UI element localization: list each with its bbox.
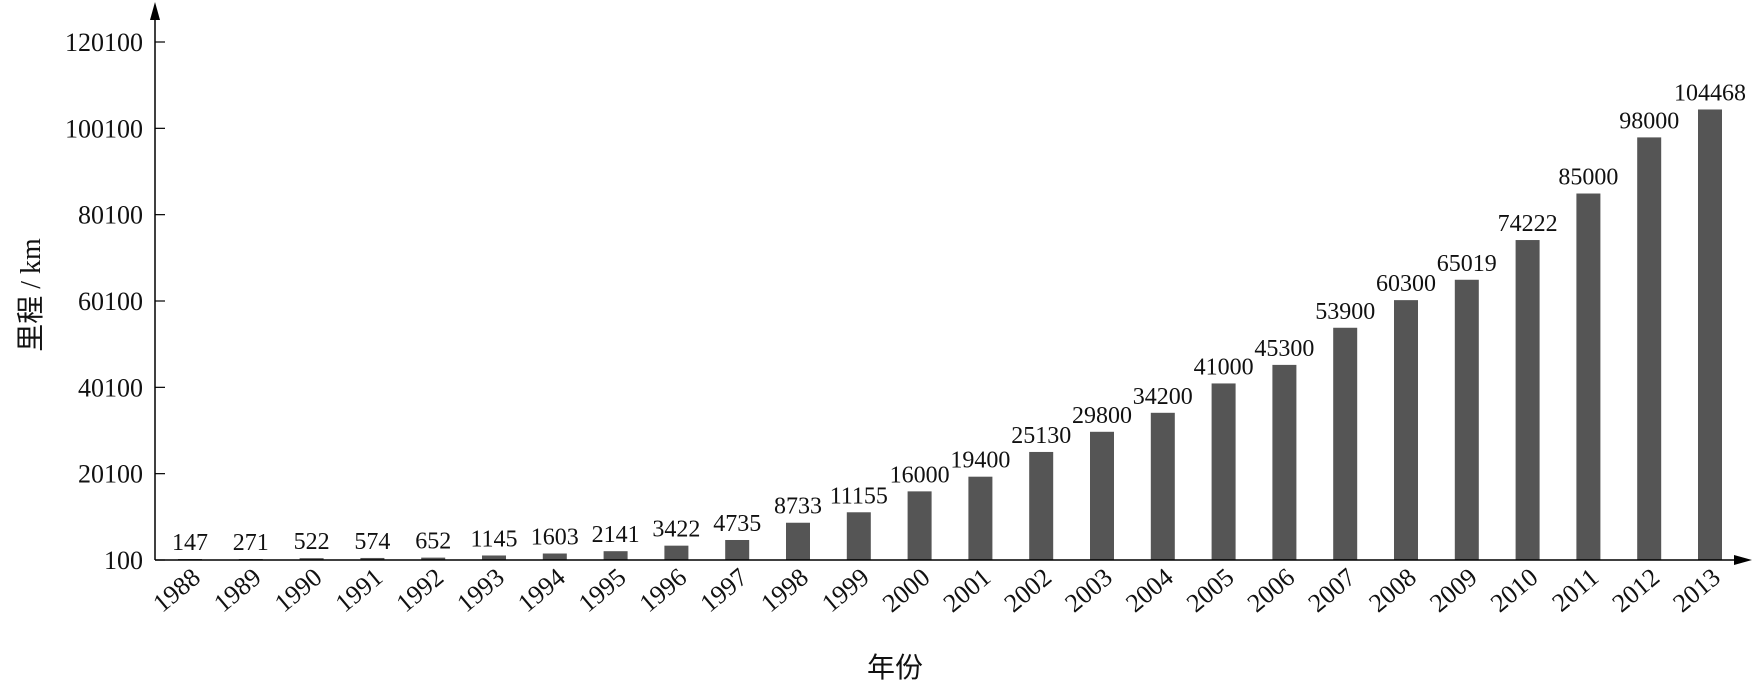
bar-2006 [1272, 364, 1297, 560]
x-tick-label-1998: 1998 [755, 562, 813, 618]
y-tick-label-3: 60100 [78, 287, 143, 316]
x-axis-title: 年份 [867, 652, 923, 684]
data-label-2004: 34200 [1133, 384, 1193, 410]
data-label-1993: 1145 [470, 526, 517, 552]
bar-1997 [725, 539, 750, 560]
data-label-1988: 147 [172, 530, 208, 556]
data-label-2000: 16000 [890, 462, 950, 488]
bar-2008 [1394, 300, 1418, 560]
bar-2013 [1698, 109, 1722, 560]
data-label-1995: 2141 [592, 522, 640, 548]
bar-2005 [1211, 383, 1236, 560]
y-axis-arrow [150, 2, 160, 20]
y-tick-label-4: 80100 [78, 201, 143, 230]
data-label-2006: 45300 [1254, 336, 1314, 362]
bar-1996 [664, 545, 689, 560]
bar-2007 [1333, 327, 1358, 560]
data-label-2009: 65019 [1437, 251, 1497, 277]
data-label-2003: 29800 [1072, 403, 1132, 429]
bar-2009 [1454, 279, 1479, 560]
data-label-1991: 574 [354, 529, 390, 555]
bar-2004 [1150, 412, 1175, 560]
x-tick-label-2009: 2009 [1424, 562, 1482, 618]
data-label-1992: 652 [415, 529, 451, 555]
x-tick-label-1988: 1988 [147, 562, 205, 618]
data-label-1998: 8733 [774, 494, 822, 520]
x-tick-label-2000: 2000 [877, 562, 935, 618]
bar-2002 [1029, 451, 1054, 560]
x-tick-label-2006: 2006 [1242, 562, 1300, 618]
bar-1999 [846, 512, 871, 560]
y-tick-label-0: 100 [104, 546, 143, 575]
x-tick-label-1999: 1999 [816, 562, 874, 618]
bar-1993 [482, 555, 506, 560]
bar-1995 [603, 551, 628, 560]
x-tick-label-2003: 2003 [1059, 562, 1117, 618]
data-label-1999: 11155 [830, 483, 888, 509]
x-tick-label-2010: 2010 [1485, 562, 1543, 618]
data-label-1994: 1603 [531, 525, 579, 551]
bar-2012 [1637, 137, 1662, 561]
x-tick-label-1993: 1993 [451, 562, 509, 618]
data-label-2002: 25130 [1011, 423, 1071, 449]
data-label-1997: 4735 [713, 511, 761, 537]
bar-1990 [299, 558, 324, 560]
x-tick-labels-group: 1988 1989 1990 1991 1992 1993 1994 1995 1996 1997… [147, 562, 1725, 618]
data-label-2008: 60300 [1376, 271, 1436, 297]
data-label-2013: 104468 [1674, 80, 1746, 106]
data-label-1996: 3422 [652, 517, 700, 543]
x-tick-label-1992: 1992 [391, 562, 449, 618]
bar-2010 [1515, 240, 1540, 560]
data-label-2010: 74222 [1498, 211, 1558, 237]
y-tick-labels-group: 100 20100 40100 60100 80100 100100 120100 [65, 28, 165, 575]
bars-group [178, 109, 1722, 561]
data-labels-group: 147 271 522 574 652 1145 1603 2141 3422 4735 8733 1… [172, 80, 1746, 556]
y-tick-label-5: 100100 [65, 114, 143, 143]
x-tick-label-2008: 2008 [1363, 562, 1421, 618]
x-tick-label-2005: 2005 [1181, 562, 1239, 618]
data-label-2007: 53900 [1315, 299, 1375, 325]
x-tick-label-1991: 1991 [330, 562, 388, 618]
bar-1991 [360, 557, 385, 560]
x-tick-label-1994: 1994 [512, 562, 570, 618]
x-tick-label-2004: 2004 [1120, 562, 1178, 618]
data-label-2001: 19400 [950, 448, 1010, 474]
bar-1992 [421, 557, 446, 560]
x-tick-label-2011: 2011 [1547, 562, 1605, 617]
x-tick-label-2002: 2002 [999, 562, 1057, 618]
data-label-2005: 41000 [1194, 354, 1254, 380]
bar-2003 [1090, 431, 1114, 560]
x-tick-label-1997: 1997 [695, 562, 753, 618]
x-tick-label-2001: 2001 [938, 562, 996, 618]
data-label-2012: 98000 [1619, 108, 1679, 134]
x-tick-label-1995: 1995 [573, 562, 631, 618]
data-label-1990: 522 [294, 529, 330, 555]
bar-1994 [542, 553, 567, 560]
x-tick-label-2012: 2012 [1607, 562, 1665, 618]
bar-2011 [1576, 193, 1601, 560]
y-tick-label-1: 20100 [78, 460, 143, 489]
x-tick-label-2013: 2013 [1667, 562, 1725, 618]
x-tick-label-2007: 2007 [1303, 562, 1361, 618]
bar-2000 [907, 491, 932, 560]
x-tick-label-1990: 1990 [269, 562, 327, 618]
y-tick-label-2: 40100 [78, 373, 143, 402]
bar-1998 [786, 522, 810, 560]
data-label-1989: 271 [233, 530, 269, 556]
x-tick-label-1996: 1996 [634, 562, 692, 618]
y-axis-title: 里程 / km [16, 238, 47, 352]
data-label-2011: 85000 [1558, 165, 1618, 191]
bar-2001 [968, 476, 993, 560]
x-tick-label-1989: 1989 [208, 562, 266, 618]
x-axis-arrow [1734, 555, 1752, 565]
y-tick-label-6: 120100 [65, 28, 143, 57]
